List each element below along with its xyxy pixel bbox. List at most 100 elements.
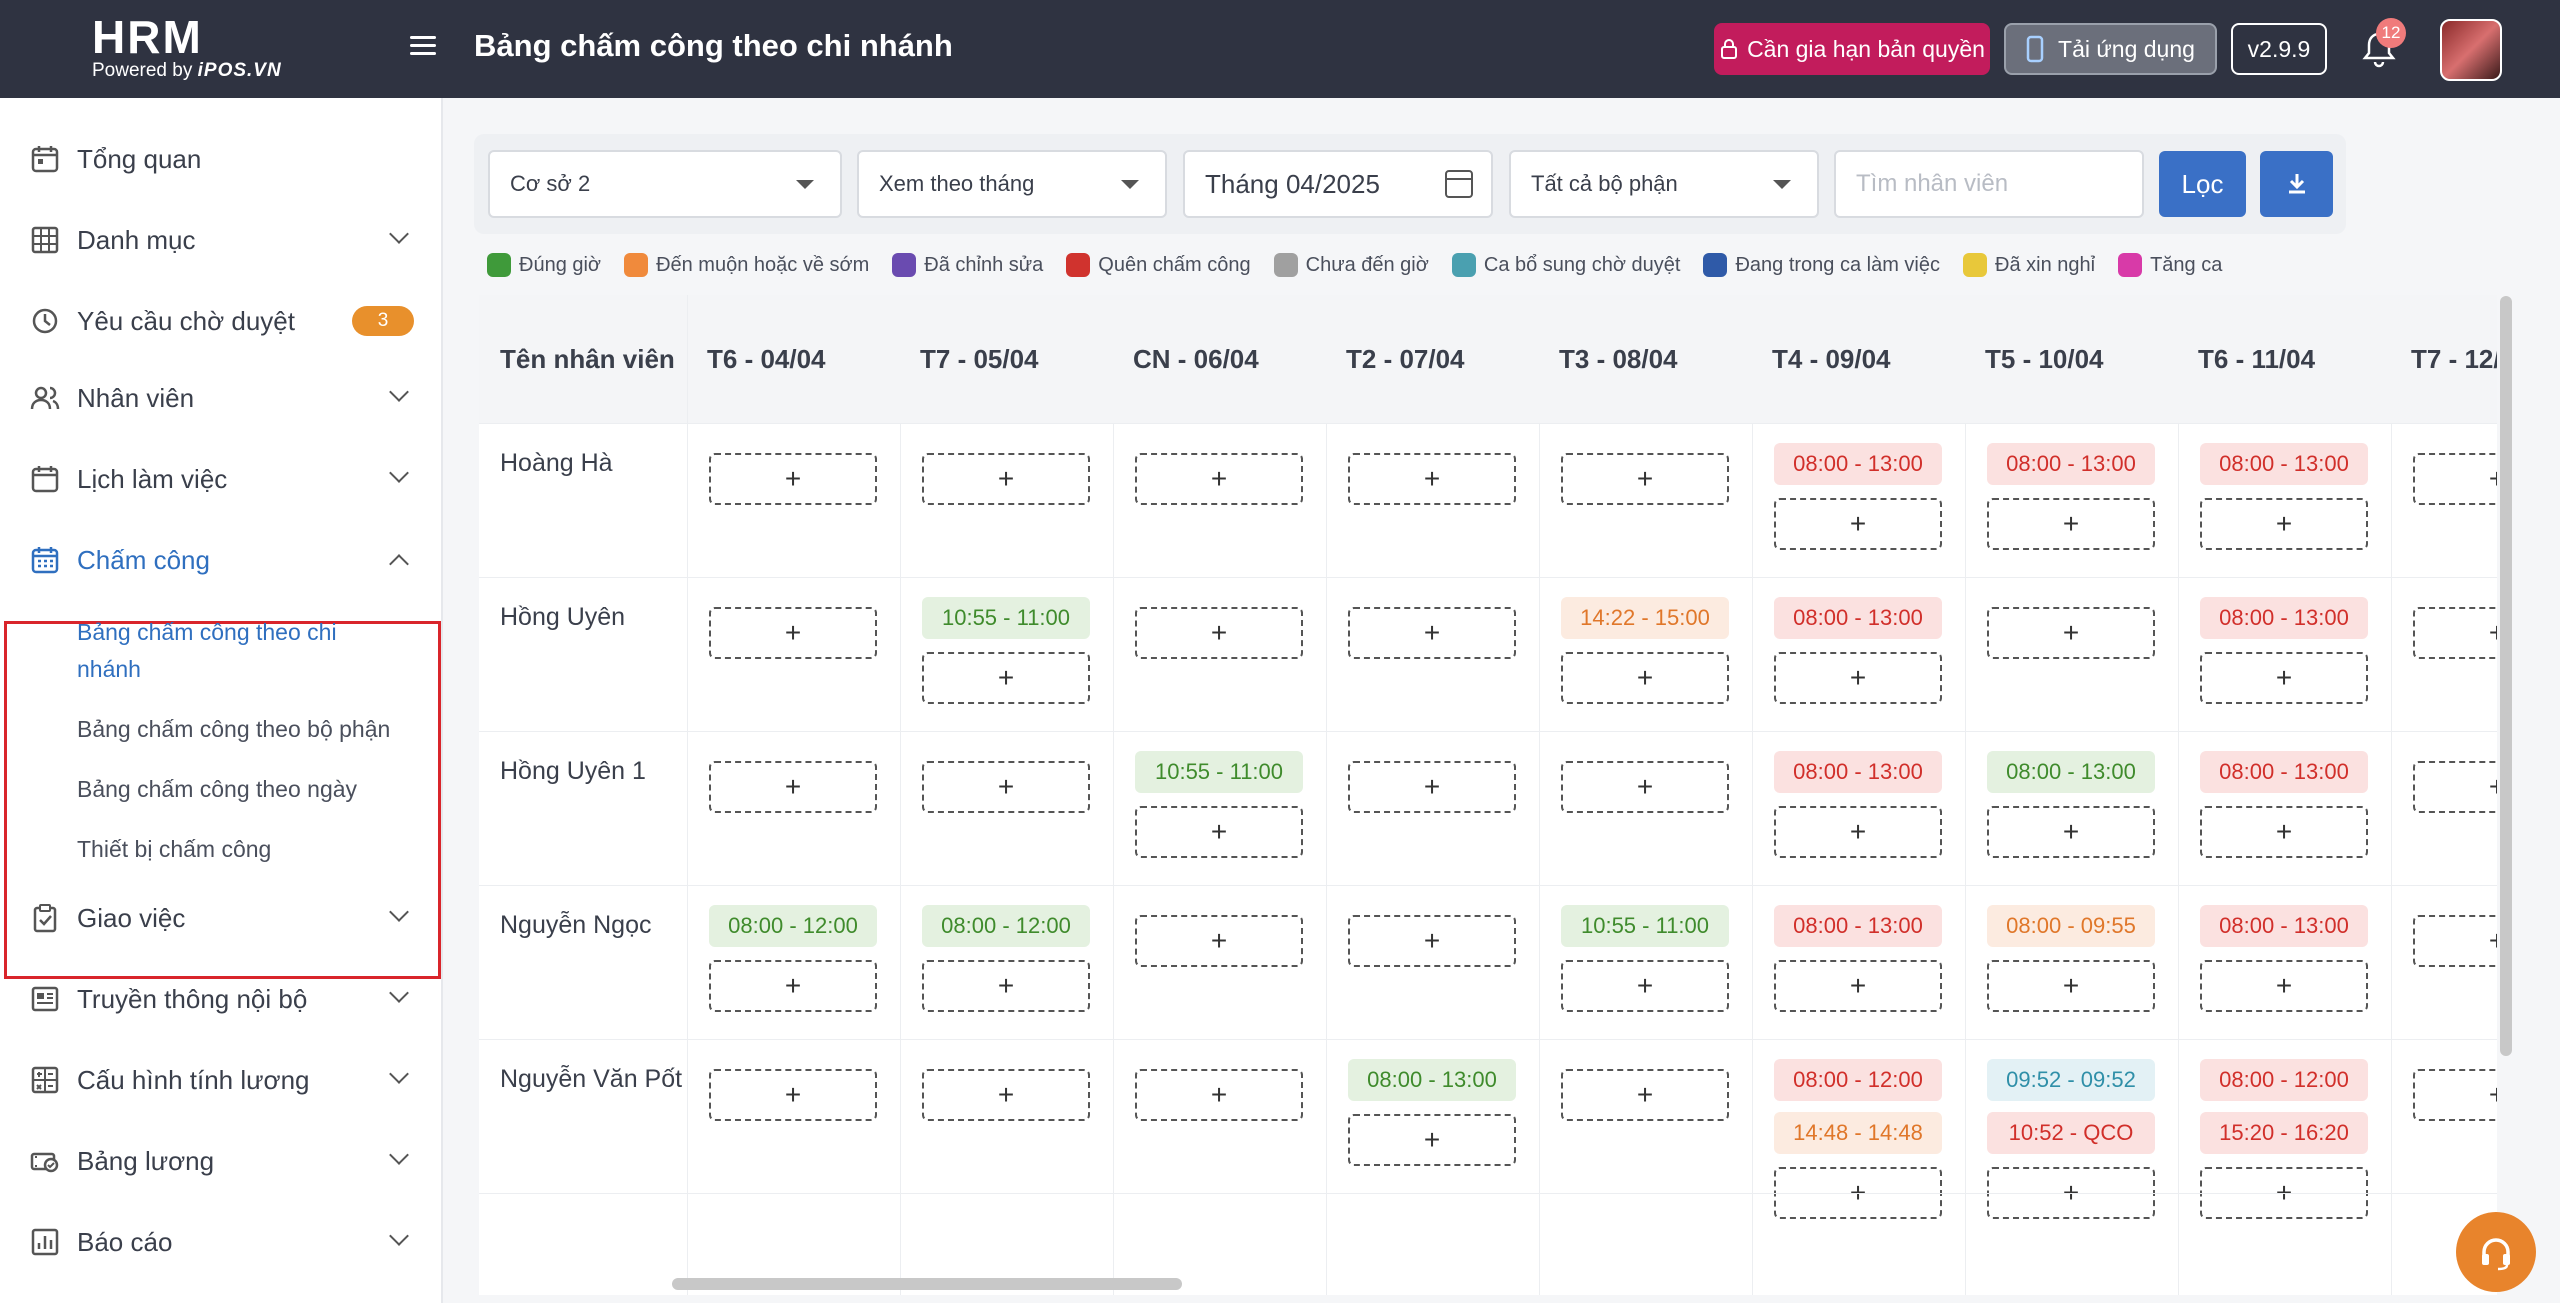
shift-chip[interactable]: 08:00 - 13:00: [1987, 751, 2155, 793]
sidebar-item-tasks[interactable]: Giao việc: [0, 883, 443, 953]
shift-chip[interactable]: 08:00 - 13:00: [1987, 443, 2155, 485]
add-shift-button[interactable]: +: [1561, 1069, 1729, 1121]
add-shift-button[interactable]: +: [1135, 453, 1303, 505]
add-shift-button[interactable]: +: [2200, 960, 2368, 1012]
sidebar-item-overview[interactable]: Tổng quan: [0, 124, 443, 194]
add-shift-button[interactable]: +: [2413, 1069, 2497, 1121]
sidebar-item-schedule[interactable]: Lịch làm việc: [0, 444, 443, 514]
employee-search-input[interactable]: [1856, 170, 2142, 198]
add-shift-button[interactable]: +: [1561, 453, 1729, 505]
shift-chip[interactable]: 14:48 - 14:48: [1774, 1112, 1942, 1154]
submenu-attendance-device[interactable]: Thiết bị chấm công: [77, 836, 272, 862]
add-shift-button[interactable]: +: [1561, 960, 1729, 1012]
add-shift-button[interactable]: +: [922, 960, 1090, 1012]
add-shift-button[interactable]: +: [1774, 652, 1942, 704]
shift-chip[interactable]: 14:22 - 15:00: [1561, 597, 1729, 639]
shift-chip[interactable]: 08:00 - 13:00: [1774, 751, 1942, 793]
sidebar-item-payroll[interactable]: Bảng lương: [0, 1126, 443, 1196]
support-chat-button[interactable]: [2456, 1212, 2536, 1292]
add-shift-button[interactable]: +: [1774, 960, 1942, 1012]
add-shift-button[interactable]: +: [922, 761, 1090, 813]
add-shift-button[interactable]: +: [1348, 761, 1516, 813]
add-shift-button[interactable]: +: [922, 453, 1090, 505]
view-mode-select[interactable]: Xem theo tháng: [857, 150, 1167, 218]
sidebar-item-internal-news[interactable]: Truyền thông nội bộ: [0, 964, 443, 1034]
add-shift-button[interactable]: +: [709, 761, 877, 813]
shift-chip[interactable]: 08:00 - 09:55: [1987, 905, 2155, 947]
sidebar-item-reports[interactable]: Báo cáo: [0, 1207, 443, 1277]
add-shift-button[interactable]: +: [2413, 453, 2497, 505]
filter-button[interactable]: Lọc: [2159, 151, 2246, 217]
shift-chip[interactable]: 08:00 - 13:00: [1774, 443, 1942, 485]
shift-chip[interactable]: 08:00 - 12:00: [2200, 1059, 2368, 1101]
add-shift-button[interactable]: +: [1348, 915, 1516, 967]
add-shift-button[interactable]: +: [1135, 915, 1303, 967]
shift-chip[interactable]: 08:00 - 13:00: [1774, 905, 1942, 947]
add-shift-button[interactable]: +: [709, 453, 877, 505]
add-shift-button[interactable]: +: [1135, 607, 1303, 659]
shift-chip[interactable]: 08:00 - 13:00: [2200, 597, 2368, 639]
version-badge[interactable]: v2.9.9: [2231, 23, 2327, 75]
submenu-attendance-day[interactable]: Bảng chấm công theo ngày: [77, 776, 358, 802]
sidebar-item-employees[interactable]: Nhân viên: [0, 363, 443, 433]
add-shift-button[interactable]: +: [2413, 607, 2497, 659]
submenu-attendance-department[interactable]: Bảng chấm công theo bộ phận: [77, 716, 391, 742]
hrm-logo[interactable]: HRM Powered by iPOS.VN: [92, 14, 282, 82]
add-shift-button[interactable]: +: [1774, 806, 1942, 858]
submenu-attendance-branch[interactable]: Bảng chấm công theo chi nhánh: [77, 619, 337, 682]
horizontal-scrollbar[interactable]: [672, 1278, 1182, 1290]
shift-chip[interactable]: 08:00 - 12:00: [709, 905, 877, 947]
shift-chip[interactable]: 10:52 - QCO: [1987, 1112, 2155, 1154]
vertical-scrollbar[interactable]: [2500, 296, 2512, 1056]
add-shift-button[interactable]: +: [1348, 453, 1516, 505]
add-shift-button[interactable]: +: [709, 607, 877, 659]
month-picker[interactable]: Tháng 04/2025: [1183, 150, 1493, 218]
add-shift-button[interactable]: +: [2200, 806, 2368, 858]
shift-chip[interactable]: 09:52 - 09:52: [1987, 1059, 2155, 1101]
shift-chip[interactable]: 08:00 - 13:00: [1774, 597, 1942, 639]
add-shift-button[interactable]: +: [1135, 1069, 1303, 1121]
user-avatar[interactable]: [2440, 19, 2502, 81]
add-shift-button[interactable]: +: [2413, 761, 2497, 813]
add-shift-button[interactable]: +: [1561, 652, 1729, 704]
add-shift-button[interactable]: +: [2200, 652, 2368, 704]
add-shift-button[interactable]: +: [1987, 498, 2155, 550]
add-shift-button[interactable]: +: [2200, 498, 2368, 550]
add-shift-button[interactable]: +: [1987, 607, 2155, 659]
shift-chip[interactable]: 10:55 - 11:00: [922, 597, 1090, 639]
add-shift-button[interactable]: +: [2413, 915, 2497, 967]
shift-chip[interactable]: 08:00 - 12:00: [1774, 1059, 1942, 1101]
shift-chip[interactable]: 08:00 - 13:00: [1348, 1059, 1516, 1101]
add-shift-button[interactable]: +: [922, 1069, 1090, 1121]
shift-chip[interactable]: 15:20 - 16:20: [2200, 1112, 2368, 1154]
download-button[interactable]: [2260, 151, 2333, 217]
add-shift-button[interactable]: +: [1348, 1114, 1516, 1166]
sidebar-item-catalog[interactable]: Danh mục: [0, 205, 443, 275]
menu-toggle-icon[interactable]: [410, 36, 436, 58]
shift-chip[interactable]: 08:00 - 13:00: [2200, 905, 2368, 947]
shift-chip[interactable]: 08:00 - 13:00: [2200, 443, 2368, 485]
add-shift-button[interactable]: +: [1561, 761, 1729, 813]
add-shift-button[interactable]: +: [709, 1069, 877, 1121]
add-shift-button[interactable]: +: [922, 652, 1090, 704]
add-shift-button[interactable]: +: [1348, 607, 1516, 659]
shift-chip[interactable]: 08:00 - 13:00: [2200, 751, 2368, 793]
branch-select[interactable]: Cơ sở 2: [488, 150, 842, 218]
sidebar-item-salary-config[interactable]: Cấu hình tính lương: [0, 1045, 443, 1115]
sidebar-item-attendance[interactable]: Chấm công: [0, 525, 443, 595]
employee-search[interactable]: [1834, 150, 2144, 218]
download-app-button[interactable]: Tải ứng dụng: [2004, 23, 2217, 75]
add-shift-button[interactable]: +: [1774, 498, 1942, 550]
renew-license-button[interactable]: Cần gia hạn bản quyền: [1714, 23, 1990, 75]
shift-chip[interactable]: 10:55 - 11:00: [1135, 751, 1303, 793]
shift-chip[interactable]: 08:00 - 12:00: [922, 905, 1090, 947]
legend-item: Chưa đến giờ: [1273, 253, 1429, 277]
add-shift-button[interactable]: +: [1135, 806, 1303, 858]
add-shift-button[interactable]: +: [1987, 806, 2155, 858]
department-select[interactable]: Tất cả bộ phận: [1509, 150, 1819, 218]
sidebar-item-pending-requests[interactable]: Yêu cầu chờ duyệt 3: [0, 286, 443, 356]
logo-brand: iPOS.VN: [197, 60, 282, 81]
add-shift-button[interactable]: +: [1987, 960, 2155, 1012]
add-shift-button[interactable]: +: [709, 960, 877, 1012]
shift-chip[interactable]: 10:55 - 11:00: [1561, 905, 1729, 947]
